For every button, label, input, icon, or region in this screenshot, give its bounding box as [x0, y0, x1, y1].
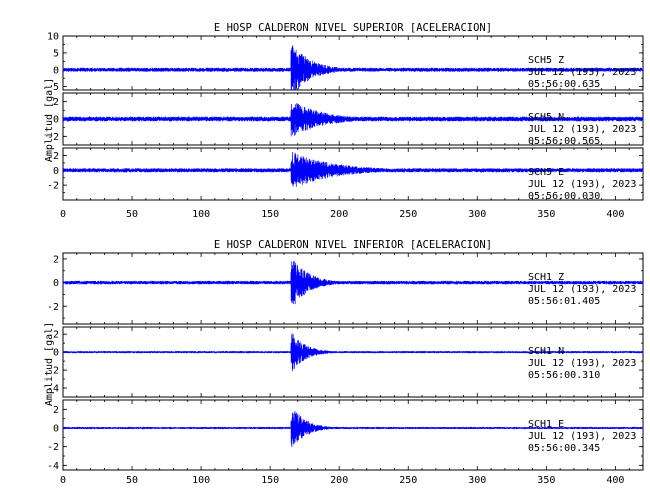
x-tick-label: 50	[126, 209, 138, 220]
waveform-trace	[62, 261, 644, 305]
record-date-label: JUL 12 (193), 2023	[528, 179, 636, 190]
y-tick-label: 5	[53, 82, 59, 93]
x-tick-label: 150	[261, 209, 279, 220]
x-tick-label: 400	[606, 475, 624, 486]
station-channel-label: SCH5 Z	[528, 55, 564, 66]
y-tick-label: 2	[53, 97, 59, 108]
record-date-label: JUL 12 (193), 2023	[528, 358, 636, 369]
record-date-label: JUL 12 (193), 2023	[528, 431, 636, 442]
y-tick-label: 0	[53, 115, 59, 126]
station-channel-label: SCH1 Z	[528, 272, 564, 283]
y-tick-label: 2	[53, 254, 59, 265]
x-tick-label: 100	[192, 475, 210, 486]
y-axis-label: Amplitud [gal]	[44, 78, 55, 162]
x-tick-label: 400	[606, 209, 624, 220]
x-tick-label: 150	[261, 475, 279, 486]
x-tick-label: 0	[60, 209, 66, 220]
x-tick-label: 250	[399, 475, 417, 486]
station-channel-label: SCH1 N	[528, 346, 564, 357]
waveform-trace	[62, 102, 644, 137]
y-tick-label: 0	[53, 278, 59, 289]
y-tick-label: -2	[47, 442, 59, 453]
y-tick-label: -2	[47, 366, 59, 377]
station-channel-label: SCH5 N	[528, 112, 564, 123]
x-tick-label: 350	[537, 475, 555, 486]
record-time-label: 05:56:00.030	[528, 191, 600, 202]
x-tick-label: 350	[537, 209, 555, 220]
y-tick-label: 0	[53, 348, 59, 359]
record-date-label: JUL 12 (193), 2023	[528, 284, 636, 295]
y-tick-label: -4	[47, 461, 59, 472]
record-date-label: JUL 12 (193), 2023	[528, 67, 636, 78]
record-date-label: JUL 12 (193), 2023	[528, 124, 636, 135]
y-tick-label: -2	[47, 302, 59, 313]
x-tick-label: 300	[468, 475, 486, 486]
x-tick-label: 250	[399, 209, 417, 220]
chart-title: E HOSP CALDERON NIVEL INFERIOR [ACELERAC…	[214, 239, 492, 251]
y-tick-label: 0	[53, 166, 59, 177]
y-tick-label: 10	[47, 32, 59, 43]
record-time-label: 05:56:00.345	[528, 443, 600, 454]
waveform-trace	[62, 151, 644, 187]
x-tick-label: 100	[192, 209, 210, 220]
x-tick-label: 0	[60, 475, 66, 486]
x-tick-label: 300	[468, 209, 486, 220]
station-channel-label: SCH5 E	[528, 167, 564, 178]
record-time-label: 05:56:00.310	[528, 370, 600, 381]
x-tick-label: 200	[330, 209, 348, 220]
record-time-label: 05:56:01.405	[528, 296, 600, 307]
waveform-trace	[62, 411, 644, 448]
chart-figure-1: E HOSP CALDERON NIVEL SUPERIOR [ACELERAC…	[44, 22, 644, 220]
y-tick-label: -2	[47, 181, 59, 192]
y-tick-label: 5	[53, 48, 59, 59]
station-channel-label: SCH1 E	[528, 419, 564, 430]
record-time-label: 05:56:00.565	[528, 136, 600, 147]
y-tick-label: 0	[53, 424, 59, 435]
y-axis-label: Amplitud [gal]	[44, 322, 55, 406]
y-tick-label: -4	[47, 384, 59, 395]
y-tick-label: 2	[53, 405, 59, 416]
record-time-label: 05:56:00.635	[528, 79, 600, 90]
y-tick-label: 2	[53, 151, 59, 162]
x-tick-label: 200	[330, 475, 348, 486]
y-tick-label: 0	[53, 65, 59, 76]
chart-title: E HOSP CALDERON NIVEL SUPERIOR [ACELERAC…	[214, 22, 492, 34]
y-tick-label: -2	[47, 132, 59, 143]
x-tick-label: 50	[126, 475, 138, 486]
waveform-trace	[62, 333, 644, 372]
waveform-trace	[62, 45, 644, 91]
chart-figure-2: E HOSP CALDERON NIVEL INFERIOR [ACELERAC…	[44, 239, 644, 486]
y-tick-label: 2	[53, 330, 59, 341]
